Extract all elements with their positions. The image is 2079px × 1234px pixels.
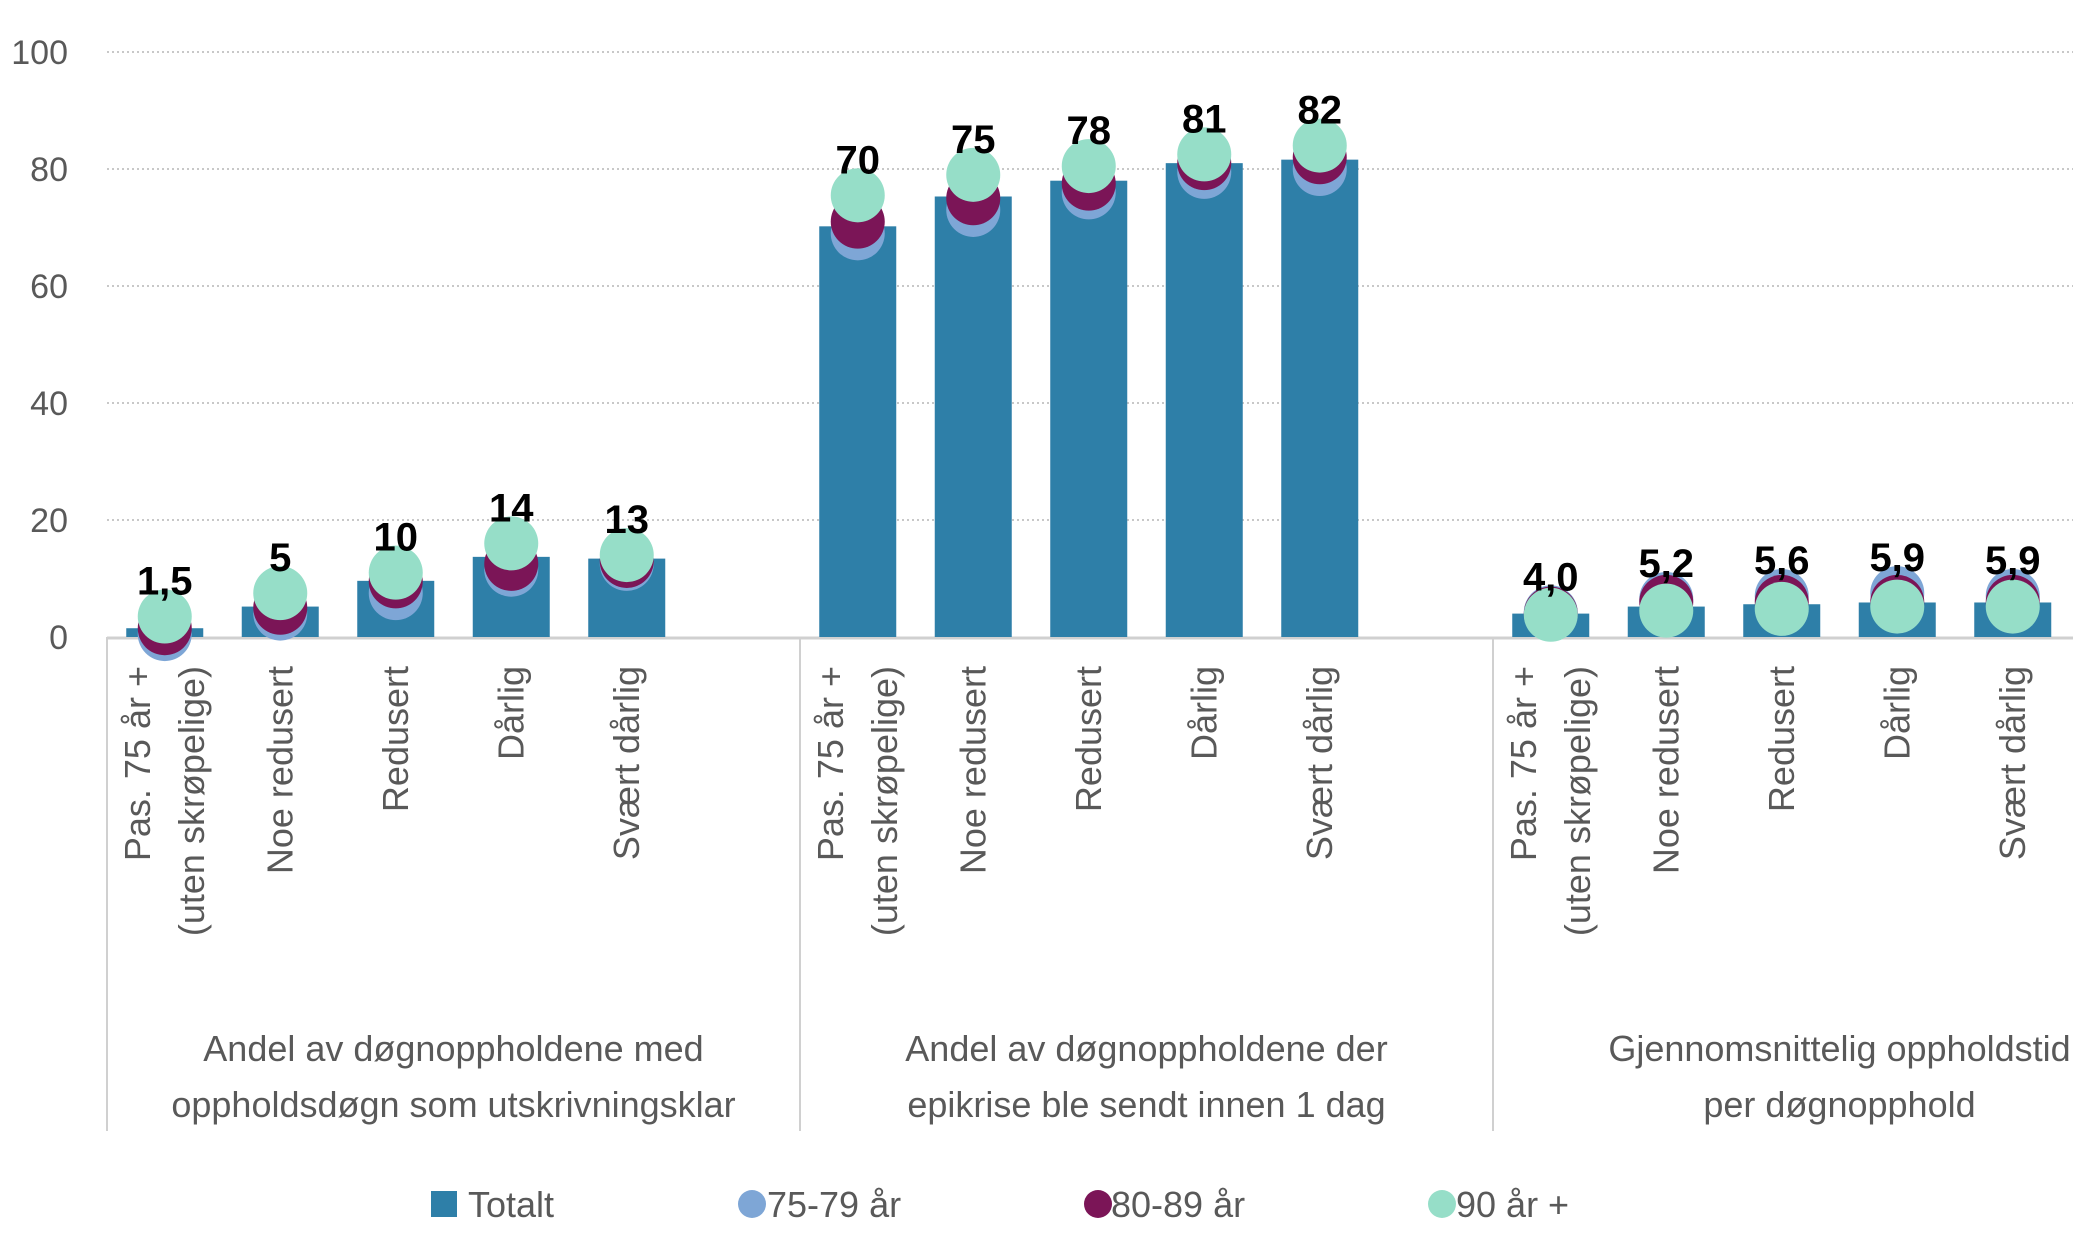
category-label: Pas. 75 år + bbox=[1503, 666, 1544, 861]
legend-marker-totalt bbox=[431, 1191, 457, 1217]
category-label: Redusert bbox=[375, 666, 416, 812]
category-label: Svært dårlig bbox=[1992, 666, 2033, 860]
data-label: 13 bbox=[605, 498, 650, 542]
group-label: oppholdsdøgn som utskrivningsklar bbox=[171, 1084, 735, 1125]
data-label: 1,5 bbox=[137, 560, 193, 604]
legend-label: Totalt bbox=[468, 1184, 554, 1225]
dot-90-r- bbox=[137, 589, 192, 644]
group-label: Andel av døgnoppholdene der bbox=[905, 1028, 1387, 1069]
legend-label: 80-89 år bbox=[1111, 1184, 1245, 1225]
data-label: 75 bbox=[951, 118, 996, 162]
category-label: Redusert bbox=[1068, 666, 1109, 812]
data-label: 5,9 bbox=[1985, 539, 2041, 583]
dot-90-r- bbox=[1754, 581, 1809, 636]
bar-totalt bbox=[934, 196, 1012, 637]
category-label: (uten skrøpelige) bbox=[864, 666, 905, 936]
bar-totalt bbox=[1050, 180, 1128, 637]
dot-90-r- bbox=[368, 545, 423, 600]
bar-totalt bbox=[819, 226, 897, 637]
category-label: Redusert bbox=[1761, 666, 1802, 812]
data-label: 5,6 bbox=[1754, 539, 1810, 583]
group-label: Gjennomsnittelig oppholdstid bbox=[1608, 1028, 2070, 1069]
category-label: Noe redusert bbox=[1645, 666, 1686, 874]
group-label: Andel av døgnoppholdene med bbox=[203, 1028, 703, 1069]
dot-90-r- bbox=[253, 566, 308, 621]
dot-90-r- bbox=[1870, 579, 1925, 634]
y-tick-label: 20 bbox=[30, 502, 68, 540]
y-tick-label: 100 bbox=[11, 34, 68, 72]
data-label: 82 bbox=[1298, 89, 1343, 133]
category-label: Noe redusert bbox=[259, 666, 300, 874]
category-label: Dårlig bbox=[490, 666, 531, 760]
category-label: Svært dårlig bbox=[606, 666, 647, 860]
data-label: 78 bbox=[1067, 109, 1112, 153]
legend-marker-90-r- bbox=[1428, 1190, 1456, 1218]
group-label: epikrise ble sendt innen 1 dag bbox=[907, 1084, 1385, 1125]
category-label: Noe redusert bbox=[952, 666, 993, 874]
dot-90-r- bbox=[1639, 583, 1694, 638]
y-tick-label: 60 bbox=[30, 268, 68, 306]
category-label: Dårlig bbox=[1183, 666, 1224, 760]
category-label: Dårlig bbox=[1876, 666, 1917, 760]
data-label: 81 bbox=[1182, 97, 1227, 141]
data-label: 14 bbox=[489, 486, 534, 530]
dot-90-r- bbox=[1061, 139, 1116, 194]
y-tick-label: 0 bbox=[49, 619, 68, 657]
dot-90-r- bbox=[1292, 118, 1347, 173]
data-label: 10 bbox=[374, 516, 419, 560]
dot-90-r- bbox=[830, 168, 885, 223]
dot-90-r- bbox=[484, 516, 539, 571]
data-label: 5 bbox=[269, 536, 291, 580]
data-label: 5,2 bbox=[1638, 542, 1694, 586]
dot-90-r- bbox=[1523, 587, 1578, 642]
data-label: 4,0 bbox=[1523, 555, 1579, 599]
legend-label: 90 år + bbox=[1456, 1184, 1569, 1225]
category-label: Pas. 75 år + bbox=[810, 666, 851, 861]
bar-totalt bbox=[1281, 159, 1359, 637]
legend-marker-75-79-r bbox=[738, 1190, 766, 1218]
bar-totalt bbox=[1165, 163, 1243, 637]
category-label: Pas. 75 år + bbox=[117, 666, 158, 861]
y-tick-label: 80 bbox=[30, 151, 68, 189]
legend-label: 75-79 år bbox=[767, 1184, 901, 1225]
data-label: 5,9 bbox=[1869, 536, 1925, 580]
dot-90-r- bbox=[946, 147, 1001, 202]
category-label: (uten skrøpelige) bbox=[171, 666, 212, 936]
dot-90-r- bbox=[599, 528, 654, 583]
legend-marker-80-89-r bbox=[1084, 1190, 1112, 1218]
dot-90-r- bbox=[1985, 579, 2040, 634]
dot-90-r- bbox=[1177, 127, 1232, 182]
y-tick-label: 40 bbox=[30, 385, 68, 423]
data-label: 70 bbox=[836, 138, 881, 182]
group-label: per døgnopphold bbox=[1703, 1084, 1975, 1125]
category-label: (uten skrøpelige) bbox=[1557, 666, 1598, 936]
category-label: Svært dårlig bbox=[1299, 666, 1340, 860]
